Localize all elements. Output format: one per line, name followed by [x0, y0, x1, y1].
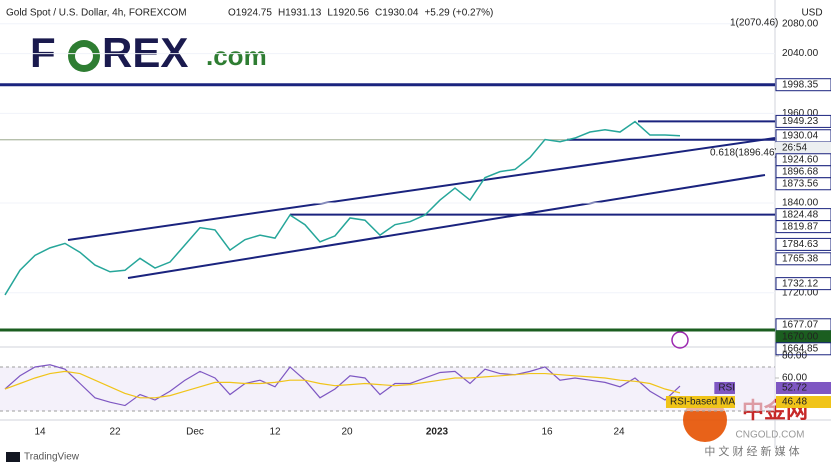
rsi-value: 52.72 [782, 383, 807, 394]
rsi-value-box [776, 396, 831, 408]
rsi-legend-box [665, 396, 735, 408]
ohlc-value: 1924.75 [236, 8, 273, 19]
price-label: 1670.00 [782, 331, 819, 342]
rsi-line [4, 370, 681, 399]
ohlc-prefix: O [228, 8, 236, 19]
price-label: 1824.48 [782, 209, 819, 220]
rsi-legend-name: RSI [718, 383, 735, 394]
x-tick-label: 2023 [426, 427, 449, 438]
channel-upper [67, 137, 776, 241]
price-label: 1784.63 [782, 239, 819, 250]
y-tick-label: 1840.00 [782, 198, 819, 209]
change: +5.29 (+0.27%) [424, 8, 493, 19]
rsi-legend-box [714, 382, 735, 394]
price-label: 1873.56 [782, 178, 819, 189]
price-label-box [775, 220, 831, 234]
currency: USD [801, 8, 822, 19]
y-tick-label: 1960.00 [782, 108, 819, 119]
watermark-site: CNGOLD.COM [736, 430, 805, 441]
price-label: 1998.35 [782, 79, 819, 90]
rsi-legend-name: RSI-based MA [670, 397, 735, 408]
price-label-box [775, 177, 831, 191]
countdown-box [776, 141, 831, 154]
watermark-tagline: 中 文 财 经 新 媒 体 [704, 444, 799, 458]
rsi-tick-label: 60.00 [782, 373, 807, 384]
price-label-box [775, 277, 831, 291]
price-label: 1664.85 [782, 343, 819, 354]
fib-annotation: 0.618(1896.46) [710, 147, 778, 158]
y-tick-label: 2080.00 [782, 18, 819, 29]
price-label: 1677.07 [782, 319, 819, 330]
x-tick-label: 22 [109, 427, 121, 438]
event-icon[interactable] [671, 331, 689, 349]
ohlc-value: 1920.56 [333, 8, 370, 19]
x-tick-label: 16 [541, 427, 553, 438]
y-tick-label: 2040.00 [782, 48, 819, 59]
tv-icon [6, 452, 20, 462]
rsi-value: 46.48 [782, 397, 807, 408]
rsi-value-box [776, 382, 831, 394]
ohlc-value: 1931.13 [285, 8, 322, 19]
x-tick-label: 24 [613, 427, 625, 438]
price-label-box [775, 237, 831, 251]
x-tick-label: 14 [34, 427, 46, 438]
price-line [4, 120, 681, 296]
footer-brand: TradingView [24, 452, 80, 463]
price-label-box [775, 114, 831, 128]
countdown: 26:54 [782, 142, 807, 153]
instrument: Gold Spot / U.S. Dollar, 4h, FOREXCOM [6, 8, 187, 19]
x-tick-label: 20 [341, 427, 353, 438]
price-label: 1765.38 [782, 253, 819, 264]
price-label: 1896.68 [782, 166, 819, 177]
ohlc-prefix: L [327, 8, 333, 19]
logo-suffix: .com [206, 41, 267, 71]
channel-lower [127, 174, 766, 279]
price-label: 1930.04 [782, 130, 819, 141]
rsi-line [4, 364, 681, 407]
price-label-box [775, 78, 831, 92]
rsi-tick-label: 80.00 [782, 351, 807, 362]
price-label: 1819.87 [782, 221, 819, 232]
price-label: 1732.12 [782, 278, 819, 289]
logo-right: REX [102, 29, 188, 76]
ohlc-value: 1930.04 [382, 8, 419, 19]
x-tick-label: Dec [186, 427, 204, 438]
price-label: 1924.60 [782, 154, 819, 165]
ohlc-prefix: C [375, 8, 382, 19]
fib-annotation: 1(2070.46) [730, 17, 778, 28]
price-label-box [775, 252, 831, 266]
x-tick-label: 12 [269, 427, 281, 438]
y-tick-label: 1720.00 [782, 287, 819, 298]
logo-globe-inner [75, 47, 93, 65]
price-label-box [775, 342, 831, 356]
price-label: 1949.23 [782, 116, 819, 127]
ohlc-prefix: H [278, 8, 285, 19]
logo-left: F [30, 29, 56, 76]
